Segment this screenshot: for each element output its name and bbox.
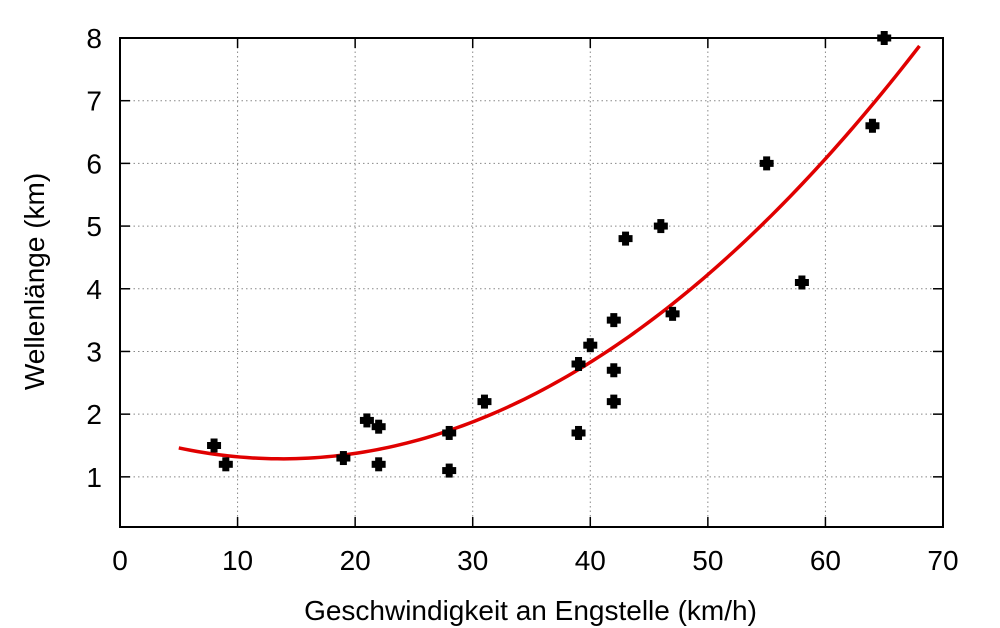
data-point-v xyxy=(363,413,371,428)
y-tick-labels: 1 2 3 4 5 6 7 8 xyxy=(86,23,102,493)
data-point xyxy=(865,118,880,133)
data-point-v xyxy=(657,219,665,234)
x-tick-label: 20 xyxy=(340,545,371,576)
y-tick-label: 5 xyxy=(86,211,102,242)
grid xyxy=(120,38,943,527)
data-point-v xyxy=(763,156,771,171)
y-tick-label: 7 xyxy=(86,86,102,117)
data-point-v xyxy=(575,357,583,371)
x-tick-labels: 0 10 20 30 40 50 60 70 xyxy=(112,545,958,576)
data-point xyxy=(606,363,621,378)
data-point-v xyxy=(480,394,488,409)
data-point xyxy=(759,156,774,171)
data-point xyxy=(794,275,809,290)
data-point-v xyxy=(669,306,677,321)
data-point-v xyxy=(222,457,230,472)
data-point xyxy=(442,425,457,440)
x-axis-label: Geschwindigkeit an Engstelle (km/h) xyxy=(304,595,757,626)
data-point-v xyxy=(339,451,347,466)
y-tick-label: 6 xyxy=(86,148,102,179)
data-point-v xyxy=(210,438,218,453)
y-axis-label: Wellenlänge (km) xyxy=(19,173,50,390)
data-point xyxy=(606,313,621,328)
data-point xyxy=(442,463,457,478)
data-point-v xyxy=(610,394,618,409)
data-points xyxy=(207,31,892,478)
data-point-v xyxy=(445,425,453,440)
data-point xyxy=(359,413,374,428)
data-point-v xyxy=(622,231,630,246)
data-point-v xyxy=(375,457,383,472)
data-point-v xyxy=(445,463,453,478)
data-point-v xyxy=(586,338,594,353)
x-tick-label: 70 xyxy=(927,545,958,576)
data-point xyxy=(665,306,680,321)
x-tick-label: 30 xyxy=(457,545,488,576)
axis-ticks xyxy=(119,37,944,527)
data-point xyxy=(477,394,492,409)
x-tick-label: 60 xyxy=(810,545,841,576)
data-point xyxy=(583,338,598,353)
y-tick-label: 1 xyxy=(86,462,102,493)
y-tick-label: 4 xyxy=(86,274,102,305)
data-point xyxy=(653,219,668,234)
x-tick-label: 50 xyxy=(692,545,723,576)
x-tick-label: 0 xyxy=(112,545,128,576)
data-point-v xyxy=(375,419,383,434)
data-point-v xyxy=(880,31,888,45)
x-tick-label: 40 xyxy=(575,545,606,576)
data-point xyxy=(336,451,351,466)
data-point-v xyxy=(868,118,876,133)
data-point xyxy=(877,31,892,45)
y-tick-label: 8 xyxy=(86,23,102,54)
data-point-v xyxy=(610,313,618,328)
data-point xyxy=(207,438,222,453)
x-tick-label: 10 xyxy=(222,545,253,576)
fit-curve xyxy=(178,44,921,461)
plot-frame xyxy=(119,37,944,528)
data-point xyxy=(618,231,633,246)
data-point xyxy=(606,394,621,409)
data-point xyxy=(571,425,586,440)
data-point-v xyxy=(798,275,806,290)
y-tick-label: 2 xyxy=(86,399,102,430)
y-tick-label: 3 xyxy=(86,336,102,367)
data-point xyxy=(371,419,386,434)
data-point xyxy=(218,457,233,472)
data-point xyxy=(371,457,386,472)
data-point xyxy=(571,357,586,371)
data-point-v xyxy=(575,425,583,440)
data-point-v xyxy=(610,363,618,378)
